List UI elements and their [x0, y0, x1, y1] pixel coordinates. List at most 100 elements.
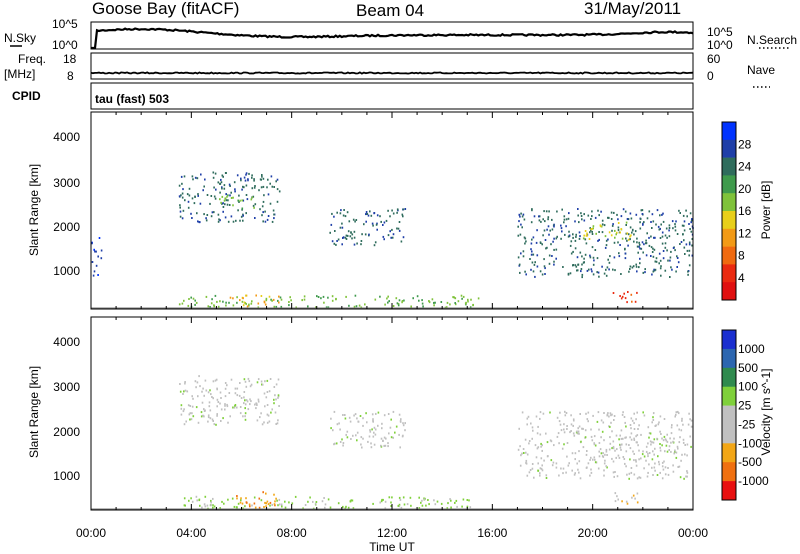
scatter-cell — [617, 229, 620, 231]
scatter-cell — [440, 301, 443, 303]
scatter-cell — [240, 177, 242, 180]
scatter-cell — [243, 186, 245, 189]
scatter-cell — [234, 188, 236, 191]
scatter-cell — [460, 294, 463, 297]
scatter-cell — [269, 182, 271, 185]
scatter-cell — [440, 502, 443, 505]
scatter-cell — [95, 264, 98, 267]
scatter-cell — [450, 506, 452, 509]
colorbar-swatch — [722, 175, 736, 194]
scatter-cell — [672, 464, 674, 467]
scatter-cell — [642, 411, 644, 414]
scatter-cell — [561, 208, 563, 211]
scatter-cell — [594, 461, 597, 464]
scatter-cell — [674, 229, 677, 232]
scatter-cell — [612, 447, 615, 450]
power-colorbar-label: Power [dB] — [759, 181, 773, 240]
scatter-cell — [541, 449, 543, 452]
scatter-cell — [179, 210, 182, 213]
scatter-cell — [590, 468, 592, 471]
scatter-cell — [633, 459, 635, 462]
scatter-cell — [224, 408, 226, 411]
scatter-cell — [280, 503, 283, 506]
scatter-cell — [612, 471, 615, 474]
scatter-cell — [629, 436, 631, 439]
scatter-cell — [457, 300, 460, 303]
scatter-cell — [537, 446, 540, 449]
scatter-cell — [629, 235, 631, 238]
scatter-cell — [578, 432, 580, 435]
scatter-cell — [626, 301, 628, 304]
scatter-cell — [362, 437, 364, 440]
scatter-cell — [630, 427, 632, 430]
scatter-cell — [394, 431, 396, 434]
scatter-cell — [623, 458, 626, 460]
scatter-cell — [535, 456, 538, 459]
scatter-cell — [327, 296, 329, 299]
scatter-cell — [239, 199, 241, 202]
scatter-cell — [284, 506, 287, 509]
power-panel — [91, 171, 694, 309]
scatter-cell — [686, 454, 688, 457]
scatter-cell — [268, 390, 271, 393]
scatter-cell — [633, 437, 635, 440]
scatter-cell — [642, 450, 644, 453]
scatter-cell — [612, 268, 614, 271]
scatter-cell — [325, 306, 328, 309]
scatter-cell — [547, 455, 549, 458]
scatter-cell — [610, 421, 612, 424]
scatter-cell — [275, 305, 278, 308]
scatter-cell — [642, 222, 644, 225]
scatter-cell — [397, 227, 400, 230]
scatter-cell — [236, 387, 239, 390]
scatter-cell — [541, 243, 543, 246]
scatter-cell — [572, 250, 574, 253]
scatter-cell — [673, 437, 675, 440]
nave-tick-top: 60 — [707, 52, 721, 66]
scatter-cell — [339, 428, 341, 431]
scatter-cell — [241, 199, 243, 202]
colorbar-tick-label: 100 — [738, 380, 758, 394]
scatter-cell — [348, 220, 351, 223]
scatter-cell — [614, 269, 616, 272]
scatter-cell — [598, 238, 600, 241]
scatter-cell — [634, 230, 637, 233]
scatter-cell — [212, 497, 214, 500]
scatter-cell — [597, 239, 599, 242]
scatter-cell — [597, 467, 600, 470]
scatter-cell — [624, 247, 626, 250]
scatter-cell — [210, 302, 213, 305]
scatter-cell — [648, 236, 650, 239]
power-ytick-3000: 3000 — [53, 176, 80, 190]
scatter-cell — [261, 214, 263, 217]
scatter-cell — [224, 382, 227, 384]
scatter-cell — [619, 244, 621, 246]
scatter-cell — [532, 270, 535, 273]
scatter-cell — [244, 380, 247, 383]
scatter-cell — [390, 236, 392, 239]
scatter-cell — [379, 295, 381, 298]
scatter-cell — [677, 447, 679, 450]
scatter-cell — [616, 448, 618, 451]
scatter-cell — [606, 413, 609, 416]
scatter-cell — [530, 422, 532, 425]
scatter-cell — [682, 233, 684, 236]
scatter-cell — [574, 220, 576, 223]
scatter-cell — [605, 274, 608, 277]
scatter-cell — [233, 406, 236, 409]
scatter-cell — [644, 268, 646, 271]
scatter-cell — [570, 252, 573, 255]
scatter-cell — [369, 430, 372, 433]
scatter-cell — [566, 425, 568, 427]
scatter-cell — [216, 405, 218, 408]
colorbar-swatch — [722, 228, 736, 247]
scatter-cell — [303, 298, 306, 301]
x-tick-label: 00:00 — [76, 526, 106, 540]
scatter-cell — [664, 450, 666, 453]
scatter-cell — [183, 299, 185, 302]
scatter-cell — [354, 413, 357, 416]
scatter-cell — [686, 475, 688, 478]
scatter-cell — [521, 411, 524, 414]
scatter-cell — [659, 430, 661, 433]
scatter-cell — [353, 414, 355, 417]
